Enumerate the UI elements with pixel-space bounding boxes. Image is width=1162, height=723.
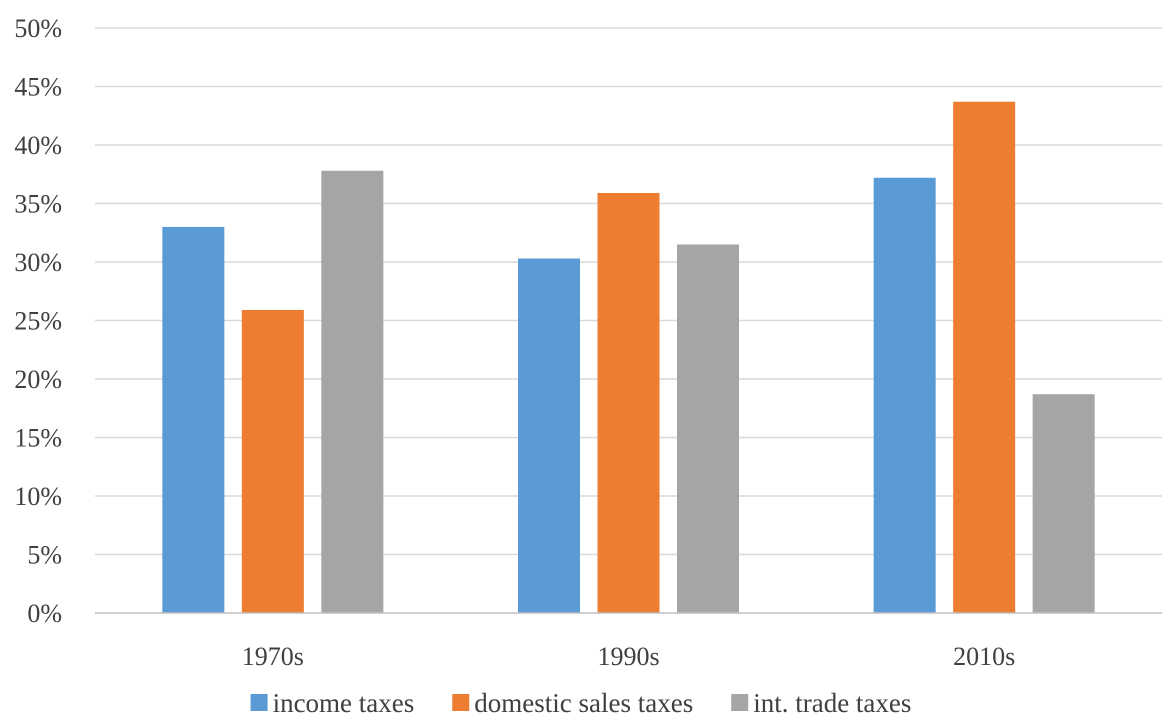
bar-income-taxes-1970s bbox=[162, 226, 225, 613]
bar-domestic-sales-taxes-1990s bbox=[597, 192, 660, 613]
legend: income taxes domestic sales taxes int. tra… bbox=[250, 688, 911, 718]
bar-int-trade-taxes-2010s bbox=[1032, 394, 1095, 613]
y-tick-label: 20% bbox=[14, 365, 62, 394]
bar-income-taxes-1990s bbox=[518, 258, 580, 613]
y-tick-label: 35% bbox=[14, 190, 62, 219]
x-category-label: 1990s bbox=[597, 642, 659, 671]
legend-item-int-trade-taxes: int. trade taxes bbox=[731, 688, 911, 718]
bar-domestic-sales-taxes-2010s bbox=[953, 101, 1016, 614]
legend-swatch bbox=[731, 694, 749, 711]
y-tick-label: 25% bbox=[14, 307, 62, 336]
y-tick-label: 45% bbox=[14, 73, 62, 102]
y-tick-label: 15% bbox=[14, 424, 62, 453]
y-tick-label: 10% bbox=[14, 482, 62, 511]
y-tick-label: 30% bbox=[14, 248, 62, 277]
legend-label: domestic sales taxes bbox=[474, 688, 693, 718]
bar-domestic-sales-taxes-1970s bbox=[241, 309, 304, 613]
y-tick-label: 0% bbox=[27, 599, 62, 628]
x-category-label: 2010s bbox=[953, 642, 1015, 671]
legend-label: income taxes bbox=[273, 688, 415, 718]
legend-label: int. trade taxes bbox=[753, 688, 911, 718]
y-tick-label: 5% bbox=[27, 541, 62, 570]
bars bbox=[162, 101, 1095, 614]
y-tick-label: 40% bbox=[14, 131, 62, 160]
y-tick-label: 50% bbox=[14, 14, 62, 43]
x-category-label: 1970s bbox=[242, 642, 304, 671]
x-axis: 1970s 1990s 2010s bbox=[95, 612, 1162, 671]
legend-swatch bbox=[250, 694, 268, 711]
legend-swatch bbox=[452, 694, 470, 711]
legend-item-income-taxes: income taxes bbox=[250, 688, 415, 718]
bar-int-trade-taxes-1990s bbox=[677, 244, 739, 613]
y-axis-tick-labels: 0% 5% 10% 15% 20% 25% 30% 35% 40% 45% 50% bbox=[14, 14, 62, 628]
bar-int-trade-taxes-1970s bbox=[321, 170, 384, 614]
legend-item-domestic-sales-taxes: domestic sales taxes bbox=[452, 688, 693, 718]
bar-income-taxes-2010s bbox=[873, 177, 936, 613]
